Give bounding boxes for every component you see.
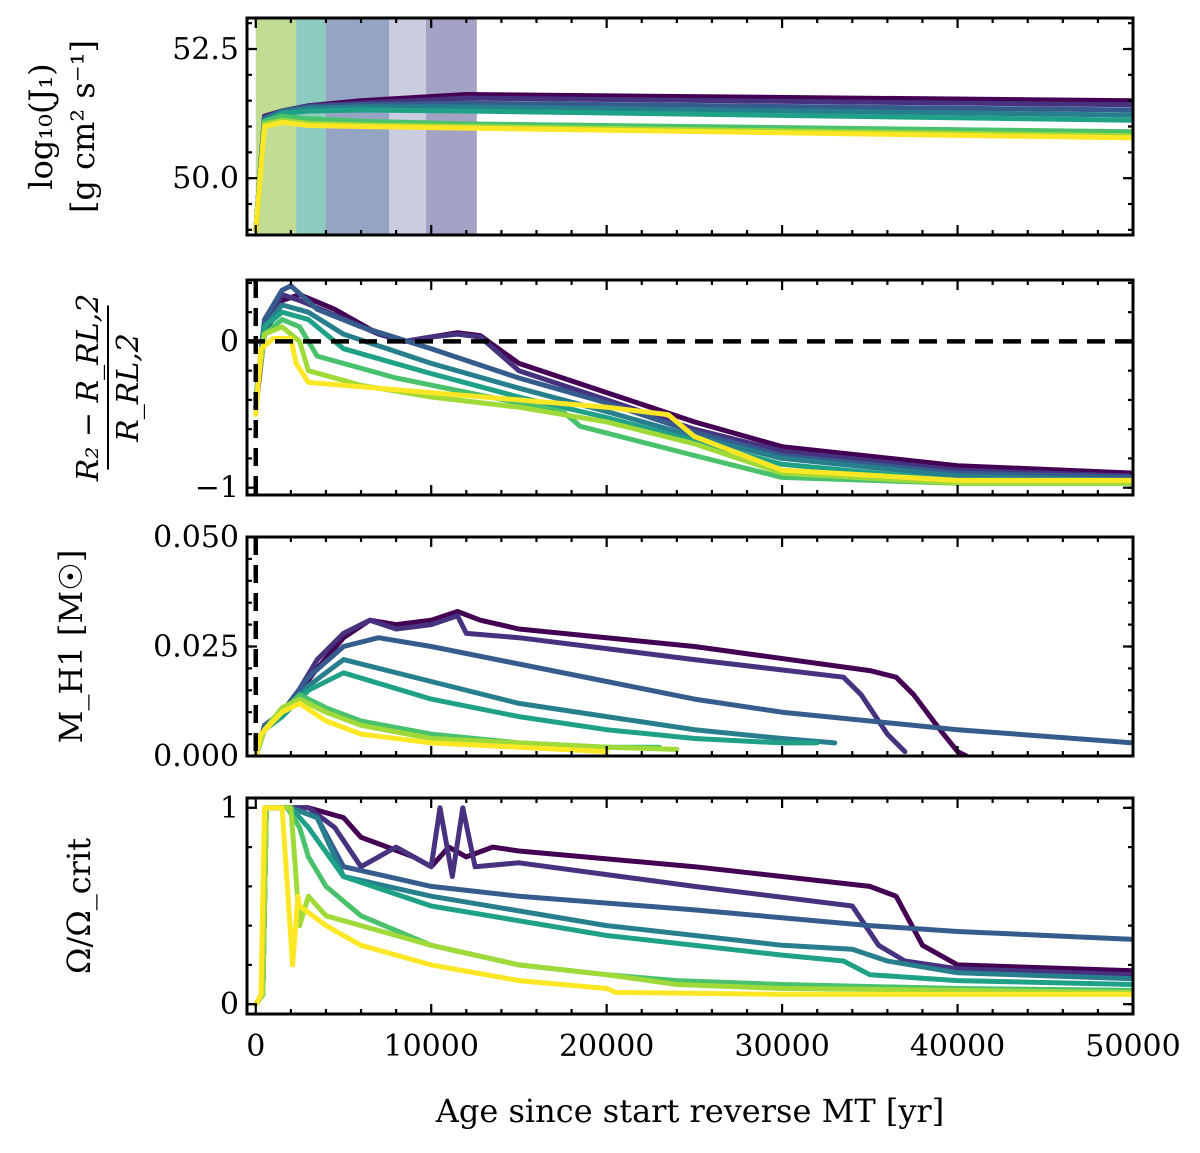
panel-J1: 50.0 52.5 log₁₀(J₁) [g cm² s⁻¹]: [22, 16, 1135, 237]
y-tick-label: 50.0: [172, 161, 239, 196]
y-tick-label: 0.000: [153, 739, 239, 774]
x-tick-label: 20000: [559, 1029, 654, 1064]
series-group: [253, 805, 1133, 1007]
series-line-2: [253, 292, 1133, 479]
panel-MH1: 0.000 0.025 0.050 M_H1 [M☉]: [52, 520, 1135, 774]
y-axis-label-units: [g cm² s⁻¹]: [64, 40, 102, 213]
series-line-8: [253, 336, 1133, 483]
series-line-4: [253, 805, 1133, 1007]
y-tick-label: 0: [220, 987, 239, 1022]
x-tick-label: 0: [246, 1029, 265, 1064]
series-group: [253, 92, 1133, 233]
panel-Omega: 0 1 Ω/Ω_crit: [60, 791, 1135, 1022]
x-tick-label: 40000: [910, 1029, 1005, 1064]
x-axis-label: Age since start reverse MT [yr]: [435, 1092, 944, 1130]
series-line-3: [253, 283, 1133, 480]
x-tick-label: 50000: [1085, 1029, 1180, 1064]
series-line-5: [253, 309, 1133, 485]
series-line-8: [253, 119, 1133, 233]
series-group: [253, 537, 1133, 756]
y-axis-label: Ω/Ω_crit: [60, 838, 98, 974]
y-tick-label: −1: [195, 471, 239, 506]
y-label-numerator: R₂ − R_RL,2: [71, 294, 106, 483]
y-axis-label: log₁₀(J₁): [22, 63, 60, 189]
y-tick-label: 1: [220, 791, 239, 826]
y-tick-label: 0.050: [153, 520, 239, 555]
series-line-8: [253, 805, 1133, 1007]
y-axis-label-fraction: R₂ − R_RL,2 R_RL,2: [71, 294, 146, 483]
y-tick-label: 52.5: [172, 32, 239, 67]
axes-frame: [245, 278, 1135, 497]
y-label-denominator: R_RL,2: [111, 333, 146, 443]
series-line-4: [253, 302, 1133, 483]
y-tick-label: 0: [220, 324, 239, 359]
x-tick-label: 30000: [734, 1029, 829, 1064]
panel-Roverflow: −1 0 R₂ − R_RL,2 R_RL,2: [71, 278, 1135, 506]
series-group: [247, 280, 1133, 495]
series-line-8: [253, 700, 610, 756]
series-line-6: [253, 317, 1133, 486]
series-line-6: [253, 113, 1133, 233]
x-tick-label: 10000: [383, 1029, 478, 1064]
y-tick-label: 0.025: [153, 630, 239, 665]
y-axis-label: M_H1 [M☉]: [52, 550, 90, 744]
series-line-7: [253, 324, 1133, 486]
axes-frame: [245, 796, 1135, 1016]
series-line-2: [253, 805, 1133, 1007]
